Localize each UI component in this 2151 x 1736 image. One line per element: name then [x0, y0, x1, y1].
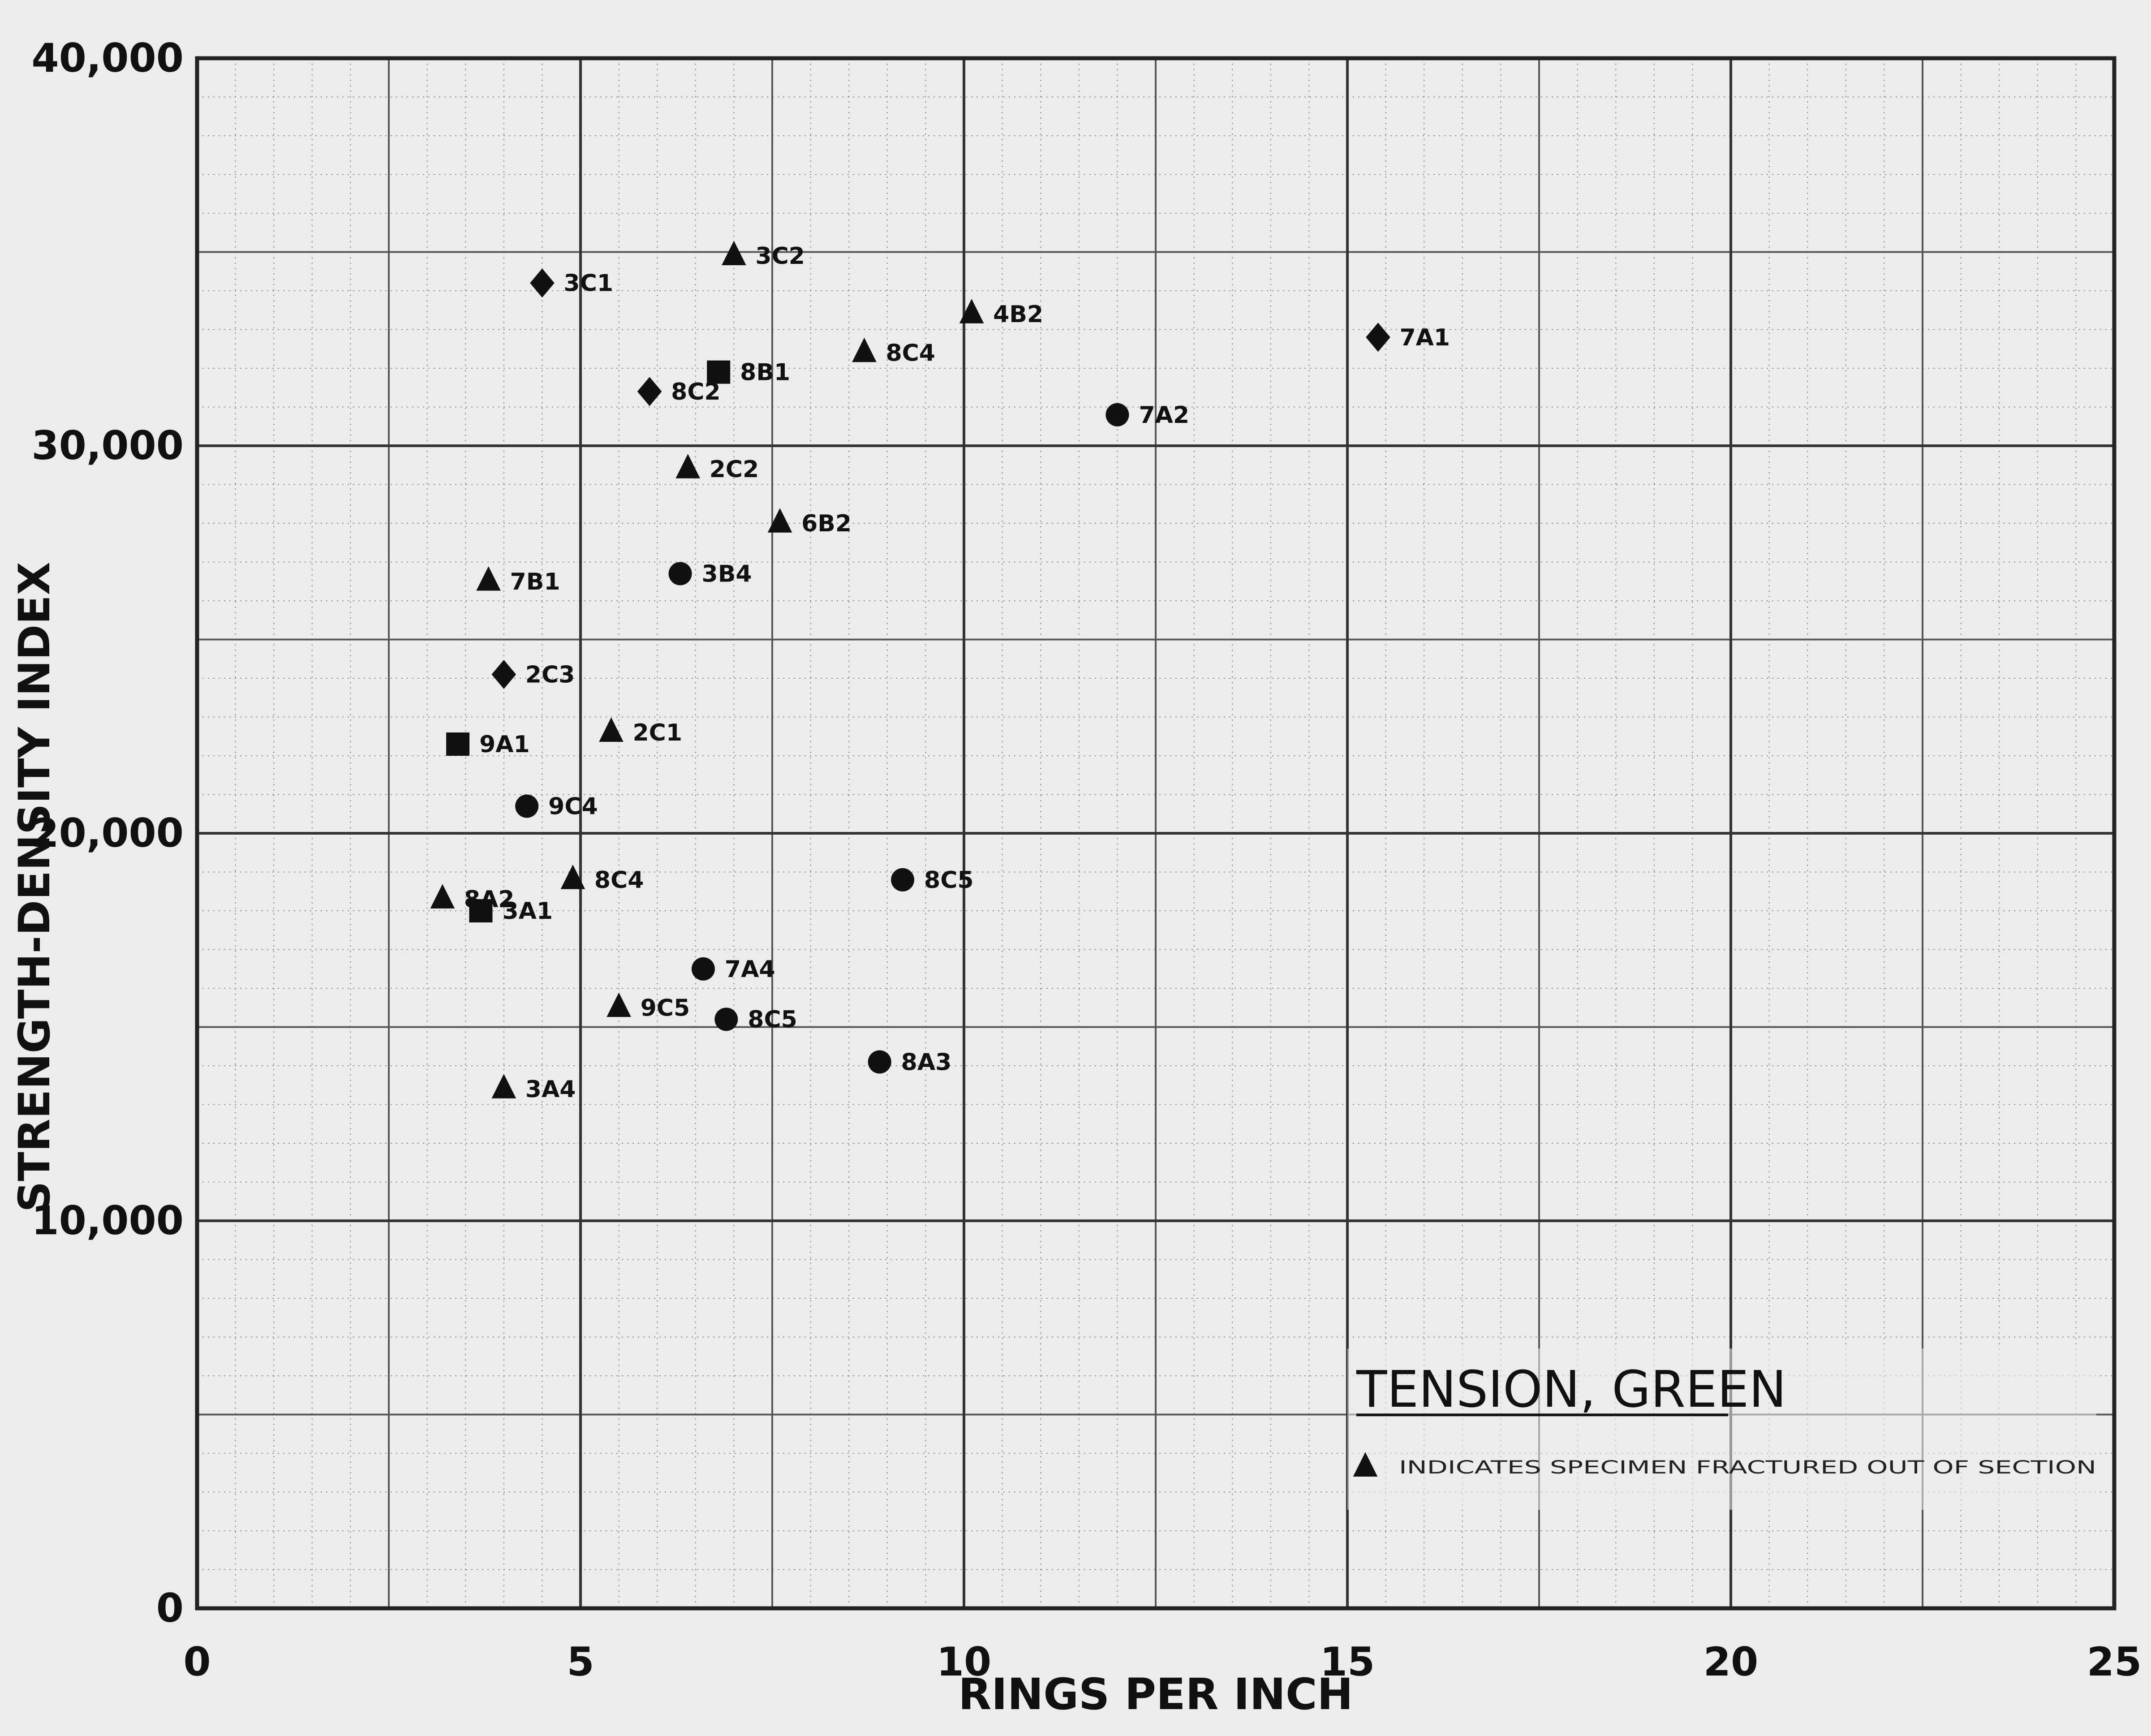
data-point [692, 957, 715, 981]
data-point-label: 2C3 [525, 661, 575, 688]
data-point-label: 3C2 [755, 243, 805, 270]
data-point-label: 8A3 [901, 1049, 952, 1076]
y-axis-title: STRENGTH-DENSITY INDEX [9, 562, 60, 1212]
data-point-label: 9A1 [479, 731, 530, 758]
legend-title: TENSION, GREEN [1356, 1361, 1786, 1419]
data-point [868, 1050, 891, 1073]
data-point [714, 1008, 738, 1031]
data-point-label: 3B4 [702, 560, 752, 587]
legend: TENSION, GREEN INDICATES SPECIMEN FRACTU… [1347, 1348, 2096, 1510]
x-tick-label: 0 [183, 1639, 211, 1685]
data-point [891, 868, 914, 892]
data-point-label: 2C2 [710, 456, 759, 483]
data-point-label: 3A4 [525, 1076, 576, 1103]
data-point-label: 8C5 [924, 867, 974, 894]
data-point-label: 9C5 [641, 995, 690, 1021]
x-tick-label: 20 [1704, 1639, 1758, 1685]
x-tick-label: 5 [567, 1639, 594, 1685]
data-point-label: 4B2 [993, 301, 1043, 328]
data-point [1106, 403, 1129, 426]
data-point-label: 8C2 [671, 379, 721, 405]
data-point [446, 732, 469, 756]
data-point-label: 8B1 [740, 359, 790, 386]
data-point [669, 562, 692, 585]
data-point-label: 9C4 [548, 793, 598, 820]
data-point-label: 2C1 [632, 719, 682, 746]
data-point-label: 8C4 [886, 340, 935, 366]
data-point-label: 7A4 [725, 956, 775, 983]
data-point [469, 899, 492, 922]
data-point-label: 7B1 [510, 569, 560, 595]
data-point-label: 3A1 [502, 898, 553, 925]
y-tick-label: 40,000 [31, 35, 184, 81]
y-tick-label: 0 [156, 1585, 184, 1631]
x-axis-title: RINGS PER INCH [958, 1669, 1353, 1719]
y-tick-label: 30,000 [31, 422, 184, 469]
data-point-label: 7A2 [1139, 402, 1189, 429]
data-point [515, 794, 538, 818]
legend-note: INDICATES SPECIMEN FRACTURED OUT OF SECT… [1399, 1457, 2096, 1478]
data-point-label: 8C4 [594, 867, 644, 894]
data-point-label: 6B2 [801, 510, 852, 537]
data-point-label: 7A1 [1399, 324, 1450, 351]
data-point-label: 3C1 [564, 270, 613, 297]
data-point-label: 8C5 [748, 1006, 797, 1033]
x-tick-label: 25 [2087, 1639, 2142, 1685]
